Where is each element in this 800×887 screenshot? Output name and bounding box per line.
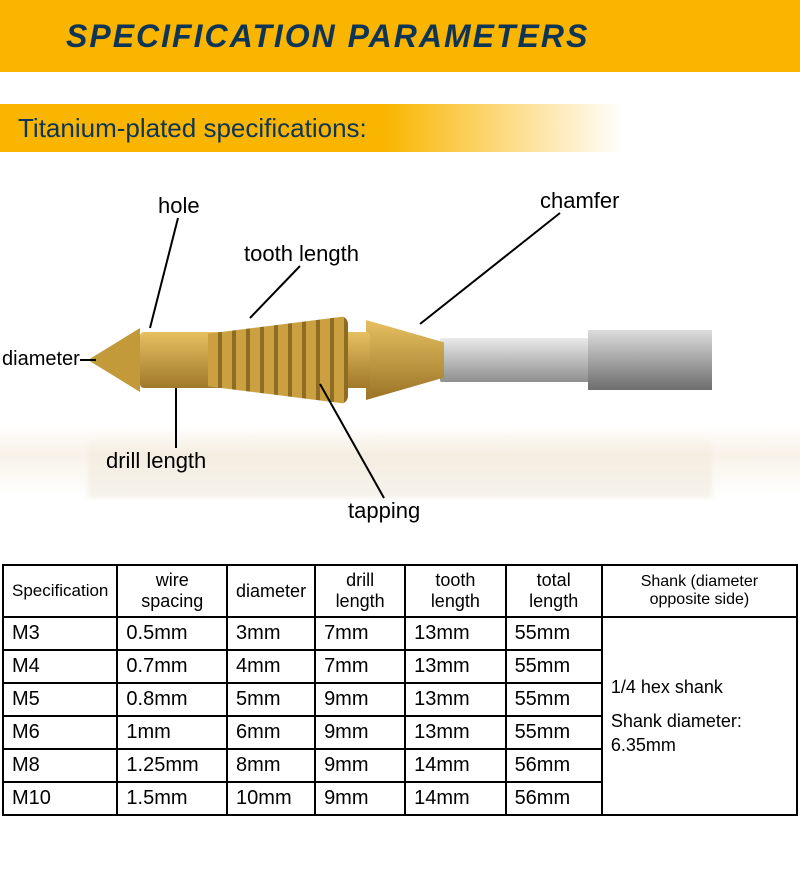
table-cell: 1.5mm	[117, 782, 227, 815]
label-diameter: diameter	[2, 348, 80, 371]
table-cell: 13mm	[405, 617, 505, 650]
table-cell: 14mm	[405, 749, 505, 782]
table-cell: 14mm	[405, 782, 505, 815]
table-cell: M10	[3, 782, 117, 815]
table-cell: M8	[3, 749, 117, 782]
table-cell: 1mm	[117, 716, 227, 749]
label-tapping: tapping	[348, 498, 420, 524]
table-row: M30.5mm3mm7mm13mm55mm1/4 hex shankShank …	[3, 617, 797, 650]
col-shank: Shank (diameter opposite side)	[602, 565, 797, 617]
col-specification: Specification	[3, 565, 117, 617]
table-cell: 5mm	[227, 683, 315, 716]
table-cell: 4mm	[227, 650, 315, 683]
table-cell: 10mm	[227, 782, 315, 815]
col-diameter: diameter	[227, 565, 315, 617]
table-cell: M4	[3, 650, 117, 683]
subheader-text: Titanium-plated specifications:	[18, 113, 367, 144]
table-cell: 13mm	[405, 716, 505, 749]
label-hole: hole	[158, 193, 200, 219]
table-cell: 9mm	[315, 749, 405, 782]
header-band: SPECIFICATION PARAMETERS	[0, 0, 800, 72]
table-cell: 9mm	[315, 716, 405, 749]
spec-table: Specification wire spacing diameter dril…	[2, 564, 798, 816]
table-cell: 8mm	[227, 749, 315, 782]
label-chamfer: chamfer	[540, 188, 619, 214]
drill-diagram: hole tooth length chamfer diameter drill…	[0, 158, 800, 564]
table-cell: 7mm	[315, 617, 405, 650]
col-tooth-length: tooth length	[405, 565, 505, 617]
table-cell: 56mm	[506, 782, 602, 815]
table-cell: M3	[3, 617, 117, 650]
table-cell: M6	[3, 716, 117, 749]
col-wire-spacing: wire spacing	[117, 565, 227, 617]
table-cell: M5	[3, 683, 117, 716]
shank-note-cell: 1/4 hex shankShank diameter: 6.35mm	[602, 617, 797, 815]
table-cell: 0.5mm	[117, 617, 227, 650]
table-cell: 3mm	[227, 617, 315, 650]
table-cell: 7mm	[315, 650, 405, 683]
table-cell: 9mm	[315, 782, 405, 815]
table-cell: 0.7mm	[117, 650, 227, 683]
subheader-band: Titanium-plated specifications:	[0, 104, 800, 152]
table-cell: 9mm	[315, 683, 405, 716]
label-tooth-length: tooth length	[244, 241, 359, 267]
table-cell: 55mm	[506, 650, 602, 683]
table-cell: 55mm	[506, 617, 602, 650]
table-cell: 55mm	[506, 683, 602, 716]
table-cell: 6mm	[227, 716, 315, 749]
col-drill-length: drill length	[315, 565, 405, 617]
table-cell: 13mm	[405, 683, 505, 716]
table-cell: 0.8mm	[117, 683, 227, 716]
table-cell: 13mm	[405, 650, 505, 683]
table-cell: 56mm	[506, 749, 602, 782]
table-header-row: Specification wire spacing diameter dril…	[3, 565, 797, 617]
page-title: SPECIFICATION PARAMETERS	[66, 18, 589, 55]
col-total-length: total length	[506, 565, 602, 617]
label-drill-length: drill length	[106, 448, 206, 474]
table-cell: 55mm	[506, 716, 602, 749]
table-cell: 1.25mm	[117, 749, 227, 782]
